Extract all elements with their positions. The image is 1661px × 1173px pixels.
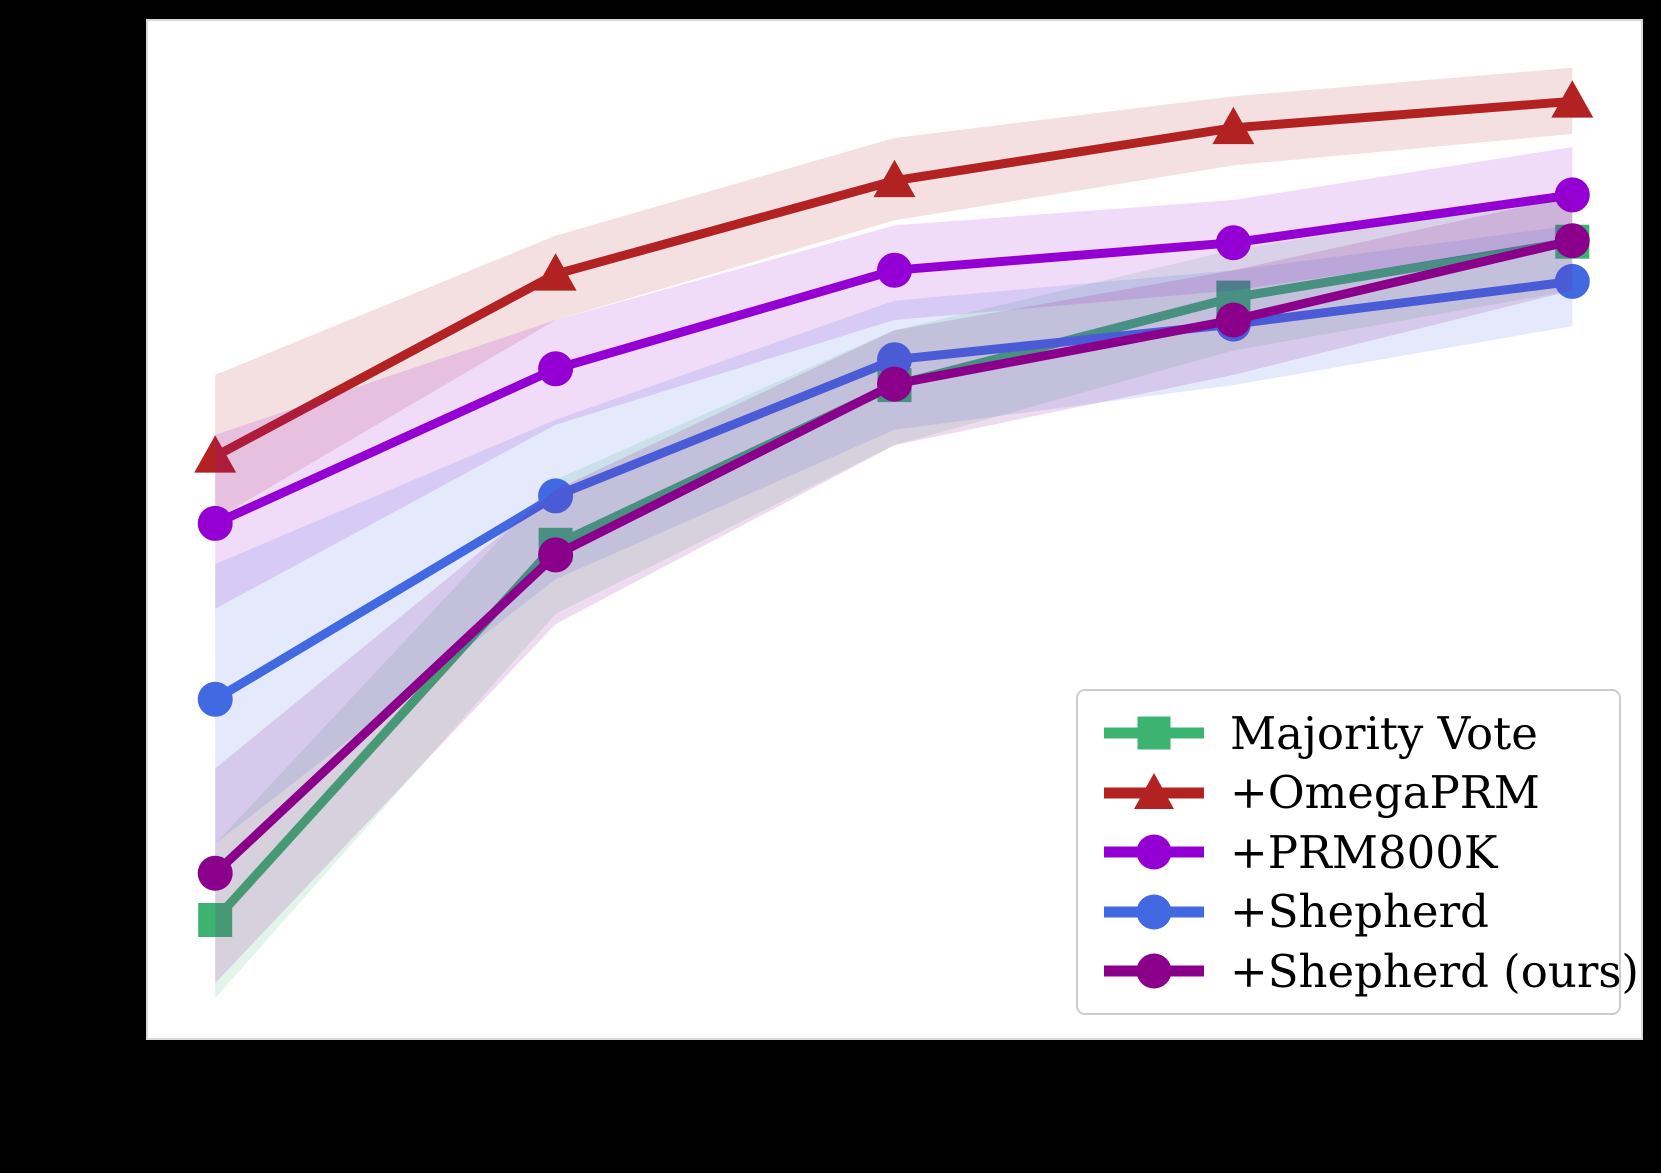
- marker-shepherd-0: [197, 681, 233, 717]
- marker-shepherd-ours-2: [877, 366, 912, 402]
- legend-marker-square-icon: [1104, 716, 1204, 750]
- marker-omegaprm-0: [194, 435, 237, 473]
- legend-marker-circle-icon: [1104, 953, 1204, 989]
- marker-prm800k-2: [877, 252, 912, 288]
- marker-prm800k-1: [538, 351, 574, 387]
- marker-prm800k-4: [1554, 177, 1590, 213]
- marker-omegaprm-3: [1212, 106, 1255, 145]
- legend-item-prm800k: +PRM800K: [1104, 824, 1609, 880]
- marker-prm800k-3: [1215, 225, 1251, 261]
- marker-shepherd-4: [1554, 263, 1590, 299]
- marker-omegaprm-4: [1551, 80, 1594, 118]
- plot-area: Majority Vote +OmegaPRM +PRM800K +Shepherd +…: [146, 19, 1643, 1040]
- legend-label: +Shepherd: [1230, 885, 1489, 938]
- legend-marker-circle-icon: [1104, 894, 1204, 929]
- legend-item-shepherd-ours: +Shepherd (ours): [1104, 943, 1639, 999]
- marker-majority-vote-0: [198, 903, 233, 937]
- marker-shepherd-ours-4: [1554, 223, 1590, 259]
- marker-shepherd-ours-3: [1215, 302, 1251, 338]
- marker-prm800k-0: [197, 505, 233, 541]
- marker-shepherd-ours-0: [197, 855, 233, 891]
- marker-omegaprm-2: [873, 159, 916, 198]
- band-shepherd: [215, 225, 1573, 844]
- marker-omegaprm-1: [534, 253, 577, 291]
- legend-item-shepherd: +Shepherd: [1104, 884, 1609, 940]
- marker-shepherd-ours-1: [538, 537, 574, 573]
- legend-marker-circle-icon: [1104, 834, 1204, 870]
- legend-label: +Shepherd (ours): [1230, 944, 1639, 998]
- legend-label: Majority Vote: [1230, 706, 1538, 760]
- legend-label: +PRM800K: [1230, 825, 1498, 879]
- legend-marker-triangle-icon: [1104, 772, 1204, 809]
- marker-shepherd-2: [877, 342, 912, 378]
- legend: Majority Vote +OmegaPRM +PRM800K +Shepherd +…: [1076, 689, 1639, 1015]
- legend-item-omegaprm: +OmegaPRM: [1104, 765, 1609, 821]
- legend-item-majority-vote: Majority Vote: [1104, 705, 1609, 761]
- legend-label: +OmegaPRM: [1230, 766, 1540, 819]
- chart-svg: [194, 67, 1594, 999]
- marker-shepherd-1: [538, 478, 574, 514]
- band-prm800k: [215, 147, 1573, 609]
